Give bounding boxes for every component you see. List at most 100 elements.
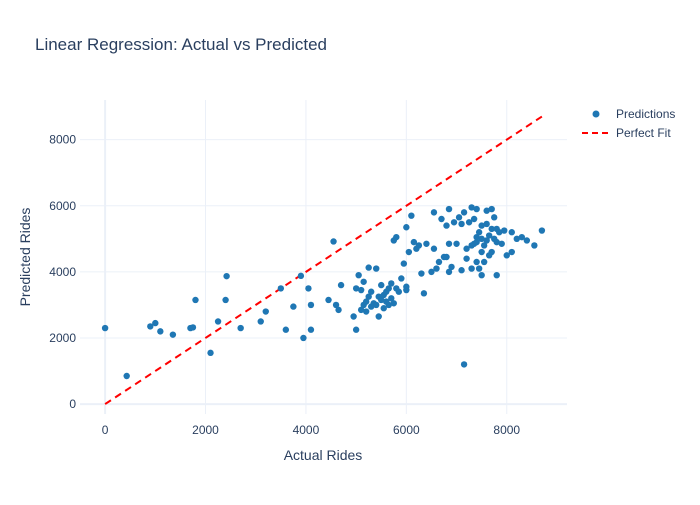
y-tick-label: 2000 <box>49 331 76 345</box>
prediction-point <box>473 205 480 213</box>
prediction-point <box>523 237 531 244</box>
prediction-point <box>493 271 500 279</box>
prediction-point <box>405 248 413 256</box>
prediction-point <box>478 235 485 243</box>
prediction-point <box>360 278 367 285</box>
prediction-point <box>305 285 312 292</box>
legend-label-predictions: Predictions <box>616 107 675 121</box>
prediction-point <box>357 286 365 294</box>
prediction-point <box>443 222 450 229</box>
prediction-point <box>325 296 332 304</box>
x-tick-label: 4000 <box>293 423 320 437</box>
y-tick-labels: 0 2000 4000 6000 8000 <box>49 133 76 411</box>
prediction-point <box>433 265 440 272</box>
prediction-point <box>473 233 480 241</box>
perfect-fit-line <box>104 115 543 405</box>
prediction-point <box>378 296 385 304</box>
prediction-point <box>488 225 495 233</box>
prediction-point <box>332 301 340 309</box>
prediction-point <box>147 323 154 330</box>
legend-label-perfect-fit: Perfect Fit <box>616 126 671 140</box>
prediction-point <box>475 265 483 272</box>
prediction-point <box>307 301 315 309</box>
prediction-point <box>400 260 408 267</box>
prediction-point <box>513 235 520 243</box>
prediction-point <box>445 268 453 276</box>
prediction-point <box>390 300 397 307</box>
prediction-point <box>538 227 546 234</box>
prediction-point <box>473 238 480 246</box>
prediction-point <box>501 227 508 234</box>
x-tick-label: 0 <box>102 423 109 437</box>
prediction-point <box>123 372 130 380</box>
prediction-point <box>483 220 490 228</box>
prediction-point <box>169 331 177 338</box>
prediction-point <box>335 306 342 314</box>
legend-marker-predictions <box>592 110 600 118</box>
prediction-point <box>207 349 214 357</box>
prediction-point <box>388 280 395 287</box>
prediction-point <box>101 324 109 332</box>
prediction-point <box>478 271 485 279</box>
y-tick-label: 4000 <box>49 265 76 279</box>
prediction-point <box>450 219 458 226</box>
legend-item-perfect-fit[interactable]: Perfect Fit <box>582 126 671 140</box>
prediction-point <box>307 326 315 333</box>
prediction-point <box>463 245 470 252</box>
prediction-point <box>290 303 297 310</box>
prediction-point <box>488 248 495 256</box>
prediction-point <box>430 209 438 216</box>
prediction-point <box>223 272 230 280</box>
prediction-point <box>375 313 382 320</box>
prediction-point <box>352 285 360 292</box>
prediction-point <box>478 248 485 256</box>
prediction-point <box>262 308 269 315</box>
prediction-point <box>496 229 503 236</box>
x-tick-label: 8000 <box>493 423 520 437</box>
prediction-point <box>214 318 222 325</box>
prediction-point <box>395 288 403 295</box>
prediction-point <box>445 205 453 213</box>
prediction-point <box>403 224 410 231</box>
prediction-point <box>435 258 443 266</box>
prediction-point <box>483 207 490 214</box>
prediction-point <box>480 242 488 249</box>
prediction-point <box>470 215 478 223</box>
prediction-point <box>380 305 387 312</box>
prediction-point <box>460 209 468 216</box>
prediction-point <box>297 272 305 280</box>
prediction-point <box>420 290 428 297</box>
prediction-point <box>157 328 164 335</box>
prediction-point <box>430 245 438 252</box>
prediction-point <box>388 295 395 302</box>
prediction-point <box>365 264 372 271</box>
prediction-point <box>373 301 380 309</box>
prediction-point <box>337 281 345 289</box>
prediction-point <box>531 242 538 249</box>
prediction-point <box>508 229 515 236</box>
prediction-point <box>385 285 392 292</box>
x-tick-label: 2000 <box>192 423 219 437</box>
prediction-point <box>403 283 410 290</box>
grid-lines <box>80 100 567 414</box>
prediction-point <box>367 288 375 295</box>
prediction-point <box>192 296 199 304</box>
prediction-point <box>438 215 445 223</box>
prediction-point <box>475 229 483 236</box>
prediction-point <box>488 205 495 213</box>
prediction-point <box>418 270 425 277</box>
prediction-point <box>415 242 423 249</box>
prediction-point <box>408 212 415 219</box>
prediction-point <box>491 214 498 221</box>
prediction-point <box>350 313 357 320</box>
prediction-point <box>468 265 475 272</box>
prediction-point <box>480 258 488 266</box>
prediction-point <box>458 267 465 274</box>
prediction-point <box>518 233 526 241</box>
legend-item-predictions[interactable]: Predictions <box>592 107 676 121</box>
legend[interactable]: Predictions Perfect Fit <box>582 107 675 140</box>
prediction-point <box>445 240 453 247</box>
x-axis-title: Actual Rides <box>284 447 363 463</box>
prediction-point <box>257 318 264 325</box>
